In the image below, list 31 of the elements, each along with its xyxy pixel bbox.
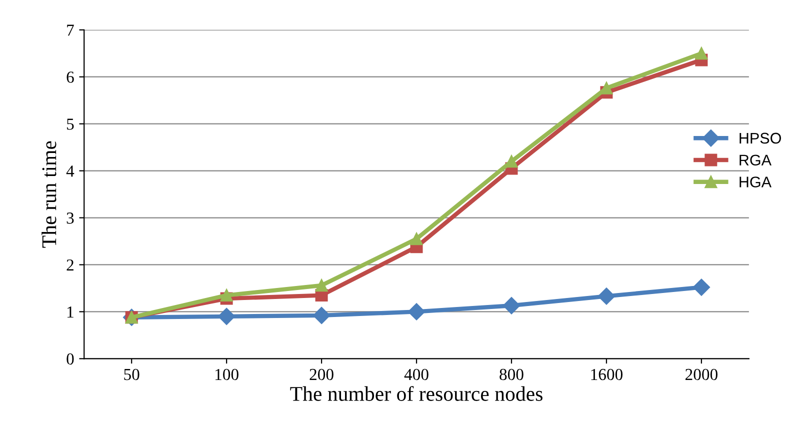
x-axis-title: The number of resource nodes	[290, 386, 542, 401]
point	[408, 303, 426, 320]
y-tick-label: 3	[66, 212, 74, 224]
point	[695, 47, 708, 60]
legend-label: RGA	[740, 154, 772, 166]
point	[312, 306, 330, 324]
x-tick-label: 200	[310, 368, 334, 380]
point	[218, 308, 236, 325]
y-tick-label: 7	[67, 24, 74, 36]
point	[315, 279, 328, 292]
x-tick-label: 2000	[686, 368, 718, 380]
point	[410, 232, 423, 246]
y-tick-label: 0	[66, 353, 74, 365]
y-axis-title: The run time	[42, 141, 56, 248]
x-tick-label: 400	[404, 368, 428, 380]
y-tick-label: 1	[68, 306, 74, 318]
y-tick-label: 2	[66, 259, 74, 271]
x-tick-label: 800	[500, 368, 524, 380]
y-tick-label: 4	[66, 166, 74, 177]
legend-label: HGA	[740, 176, 772, 188]
y-tick-label: 5	[67, 118, 74, 130]
point	[598, 288, 616, 305]
point	[600, 82, 613, 94]
y-tick-label: 6	[66, 72, 74, 83]
point	[502, 297, 520, 314]
legend-label: HPSO	[740, 132, 781, 144]
point	[692, 278, 710, 296]
x-tick-label: 50	[124, 368, 140, 380]
x-tick-label: 1600	[591, 368, 623, 380]
x-tick-label: 100	[216, 368, 238, 380]
point	[220, 289, 233, 302]
